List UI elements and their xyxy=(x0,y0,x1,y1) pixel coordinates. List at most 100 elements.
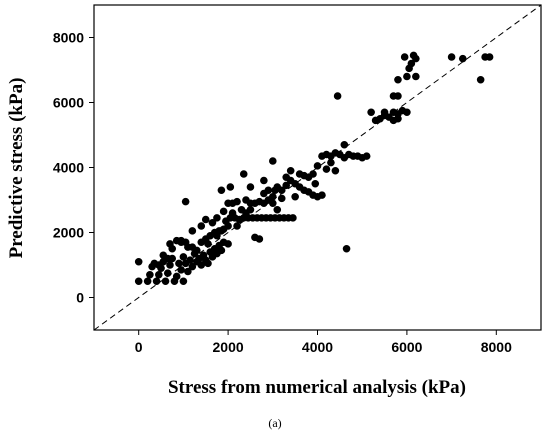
data-point xyxy=(269,192,277,201)
data-point xyxy=(226,183,235,191)
data-point xyxy=(269,157,277,165)
data-point xyxy=(458,54,467,63)
data-point xyxy=(405,64,413,73)
data-point xyxy=(412,54,420,63)
data-point xyxy=(193,246,201,255)
data-point xyxy=(228,209,237,217)
data-point xyxy=(447,53,456,61)
data-point xyxy=(260,189,268,198)
data-point xyxy=(188,262,197,271)
figure-caption: (a) xyxy=(268,416,281,430)
data-point xyxy=(186,256,194,264)
data-point xyxy=(217,246,226,255)
y-axis-title: Predictive stress (kPa) xyxy=(6,78,27,259)
data-point xyxy=(403,108,411,117)
y-tick-label: 2000 xyxy=(53,225,84,241)
y-tick-label: 8000 xyxy=(53,30,84,46)
data-point xyxy=(166,261,174,269)
y-ticks: 0 2000 4000 6000 8000 xyxy=(53,30,94,306)
data-point xyxy=(309,170,317,178)
data-point xyxy=(403,72,411,81)
data-point xyxy=(161,277,170,286)
data-points xyxy=(134,51,494,286)
data-point xyxy=(342,244,351,253)
data-point xyxy=(217,227,226,235)
data-point xyxy=(204,240,212,248)
data-point xyxy=(179,253,188,261)
x-axis-title: Stress from numerical analysis (kPa) xyxy=(168,377,466,398)
data-point xyxy=(282,173,291,182)
data-point xyxy=(233,222,241,230)
data-point xyxy=(155,270,163,279)
data-point xyxy=(362,152,371,160)
data-point xyxy=(146,270,154,279)
data-point xyxy=(208,218,217,227)
data-point xyxy=(318,191,326,199)
data-point xyxy=(213,231,221,240)
data-point xyxy=(412,72,420,81)
data-point xyxy=(289,214,297,222)
data-point xyxy=(311,179,320,188)
data-point xyxy=(197,222,206,230)
data-point xyxy=(224,199,232,208)
data-point xyxy=(172,272,181,281)
data-point xyxy=(239,170,248,178)
data-point xyxy=(134,257,143,266)
data-point xyxy=(367,108,375,117)
data-point xyxy=(175,259,183,268)
data-point xyxy=(134,277,143,286)
data-point xyxy=(155,261,163,269)
data-point xyxy=(333,92,342,100)
data-point xyxy=(213,214,221,222)
data-point xyxy=(184,267,192,276)
data-point xyxy=(485,53,494,61)
data-point xyxy=(217,186,226,195)
data-point xyxy=(277,194,286,203)
data-point xyxy=(177,236,185,245)
x-tick-label: 4000 xyxy=(302,339,333,355)
x-tick-label: 6000 xyxy=(391,339,422,355)
data-point xyxy=(331,166,340,175)
data-point xyxy=(269,199,277,208)
data-point xyxy=(322,165,331,173)
data-point xyxy=(273,205,282,214)
x-tick-label: 2000 xyxy=(213,339,244,355)
data-point xyxy=(394,75,402,84)
data-point xyxy=(201,215,210,224)
data-point xyxy=(340,140,349,149)
data-point xyxy=(143,277,152,286)
data-point xyxy=(163,269,172,277)
y-tick-label: 4000 xyxy=(53,160,84,176)
data-point xyxy=(400,53,409,61)
data-point xyxy=(233,197,241,206)
data-point xyxy=(204,259,212,268)
data-point xyxy=(282,181,291,190)
data-point xyxy=(394,92,402,100)
data-point xyxy=(260,176,268,185)
data-point xyxy=(152,277,161,286)
data-point xyxy=(313,162,322,170)
data-point xyxy=(246,205,255,214)
data-point xyxy=(277,186,286,195)
y-tick-label: 0 xyxy=(76,290,84,306)
data-point xyxy=(177,266,185,274)
data-point xyxy=(224,240,232,248)
x-tick-label: 8000 xyxy=(481,339,512,355)
data-point xyxy=(242,196,250,204)
data-point xyxy=(255,235,264,243)
data-point xyxy=(246,183,255,191)
x-ticks: 0 2000 4000 6000 8000 xyxy=(135,330,512,355)
data-point xyxy=(179,277,188,286)
data-point xyxy=(394,114,402,123)
y-tick-label: 6000 xyxy=(53,95,84,111)
data-point xyxy=(476,75,485,84)
data-point xyxy=(166,240,174,248)
data-point xyxy=(197,261,206,269)
data-point xyxy=(188,227,197,235)
data-point xyxy=(291,192,299,201)
data-point xyxy=(163,254,172,263)
data-point xyxy=(219,207,228,216)
x-tick-label: 0 xyxy=(135,339,143,355)
data-point xyxy=(181,197,190,206)
